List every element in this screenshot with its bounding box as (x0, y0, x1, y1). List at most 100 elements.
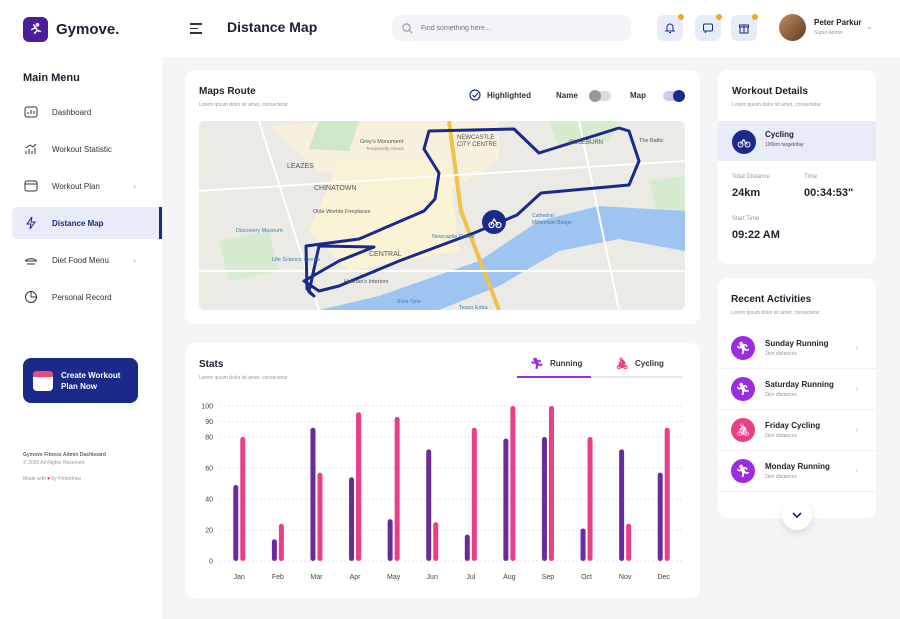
chevron-right-icon: › (855, 425, 858, 434)
activity-title: Monday Running (765, 462, 830, 471)
x-tick-label: Nov (619, 574, 632, 581)
x-tick-label: Jul (466, 574, 475, 581)
time-value: 00:34:53" (804, 187, 854, 199)
create-workout-plan-button[interactable]: Create Workout Plan Now (23, 358, 138, 403)
stats-card: Stats Lorem ipsum dolor sit amet, consec… (185, 343, 700, 598)
message-dot (716, 14, 722, 20)
bar (426, 449, 432, 561)
activity-sub: 2km distances (765, 474, 797, 480)
activity-sub: 2km distances (765, 351, 797, 357)
bar (541, 437, 547, 561)
chart-line-icon (25, 143, 37, 154)
running-icon: 🏃︎ (530, 358, 544, 370)
activity-sub: 2km distances (765, 433, 797, 439)
top-header: Distance Map Peter Parkur Super Admin ⌄ (162, 0, 900, 57)
recent-title: Recent Activities (731, 294, 812, 305)
start-time-label: Start Time (732, 216, 760, 222)
heart-icon: ♥ (47, 476, 51, 482)
brand-name: Gymove. (56, 21, 120, 38)
sidebar-item-label: Dashboard (52, 107, 92, 117)
activity-item[interactable]: 🏃︎ Saturday Running 2km distances › (718, 369, 876, 410)
x-tick-label: Feb (272, 574, 284, 581)
bar (464, 534, 470, 561)
activity-item[interactable]: 🏃︎ Sunday Running 2km distances › (718, 328, 876, 369)
sidebar-item-distance-map[interactable]: Distance Map (12, 207, 162, 239)
logo[interactable]: Gymove. (23, 17, 119, 42)
workout-target: 100km target/day (765, 142, 804, 148)
footer-made-with: Made with (23, 476, 46, 482)
workout-subtitle: Lorem ipsum dolor sit amet, consectetur (732, 102, 821, 108)
gift-button[interactable] (731, 14, 758, 41)
workout-title: Workout Details (732, 86, 808, 97)
highlighted-label[interactable]: Highlighted (487, 91, 531, 100)
running-icon: 🏃︎ (731, 336, 755, 360)
bar (503, 438, 509, 561)
workout-activity-row[interactable]: Cycling 100km target/day (718, 121, 876, 161)
dashboard-icon (24, 106, 38, 118)
notification-button[interactable] (657, 14, 684, 41)
chevron-down-icon[interactable]: ⌄ (866, 22, 873, 31)
search-bar[interactable] (392, 15, 631, 41)
activity-item[interactable]: 🚴︎ Friday Cycling 2km distances › (718, 410, 876, 451)
recent-activities-card: Recent Activities Lorem ipsum dolor sit … (718, 278, 876, 530)
x-tick-label: Sep (542, 574, 555, 581)
tab-label: Running (549, 359, 583, 368)
messages-button[interactable] (695, 14, 722, 41)
chevron-right-icon: › (855, 343, 858, 352)
y-tick-label: 60 (205, 466, 213, 473)
y-tick-label: 100 (201, 404, 213, 411)
x-tick-label: Jan (234, 574, 245, 581)
total-distance-label: Total Distance (732, 174, 770, 180)
sidebar-item-personal-record[interactable]: Personal Record (12, 281, 162, 313)
search-input[interactable] (421, 24, 601, 32)
activity-item[interactable]: 🏃︎ Monday Running 2km distances › (718, 451, 876, 492)
x-tick-label: May (387, 574, 401, 581)
chevron-right-icon: › (133, 255, 136, 265)
check-circle-icon (469, 89, 481, 101)
menu-title: Main Menu (23, 72, 80, 84)
notepad-icon (24, 180, 38, 192)
sidebar-item-workout-statistic[interactable]: Workout Statistic (12, 133, 162, 165)
bar (349, 477, 355, 561)
bar (394, 416, 400, 561)
tab-indicator (517, 376, 591, 378)
activity-title: Saturday Running (765, 380, 834, 389)
start-time-value: 09:22 AM (732, 229, 780, 241)
gift-dot (752, 14, 758, 20)
tab-label: Cycling (634, 359, 664, 368)
svg-text:CENTRAL: CENTRAL (369, 251, 402, 258)
svg-text:Grey's Monument: Grey's Monument (360, 139, 404, 145)
lightning-icon (26, 216, 36, 230)
footer-copyright: © 2020 All Rights Reserved (23, 460, 85, 466)
avatar[interactable] (779, 14, 806, 41)
logo-icon (23, 17, 48, 42)
load-more-button[interactable] (782, 500, 812, 530)
cta-line1: Create Workout (61, 370, 121, 380)
bar (657, 472, 663, 561)
tab-cycling[interactable]: 🚴︎ Cycling (615, 357, 664, 370)
running-icon: 🏃︎ (731, 377, 755, 401)
svg-text:LEAZES: LEAZES (287, 163, 314, 170)
cta-text: Create Workout Plan Now (61, 370, 120, 392)
bell-icon (664, 23, 676, 33)
sidebar-item-diet-food-menu[interactable]: Diet Food Menu › (12, 244, 162, 276)
user-name: Peter Parkur (814, 18, 862, 27)
map-toggle[interactable] (663, 90, 685, 102)
bar (664, 427, 670, 561)
sidebar-footer: Gymove Fitness Admin Dashboard © 2020 Al… (23, 451, 106, 483)
chevron-down-icon (792, 512, 802, 519)
bar (626, 523, 632, 561)
name-toggle[interactable] (589, 90, 611, 102)
menu-toggle-icon[interactable] (190, 23, 202, 37)
y-tick-label: 20 (205, 528, 213, 535)
route-map[interactable]: LEAZES CHINATOWN CENTRAL Grey's Monument… (199, 121, 685, 310)
sidebar-item-workout-plan[interactable]: Workout Plan › (12, 170, 162, 202)
sidebar-item-label: Workout Statistic (52, 144, 112, 154)
activity-title: Friday Cycling (765, 421, 821, 430)
chat-icon (703, 23, 713, 34)
sidebar-item-dashboard[interactable]: Dashboard (12, 96, 162, 128)
tab-running[interactable]: 🏃︎ Running (530, 357, 582, 370)
svg-text:CITY CENTRE: CITY CENTRE (457, 142, 497, 148)
bar (580, 528, 586, 561)
